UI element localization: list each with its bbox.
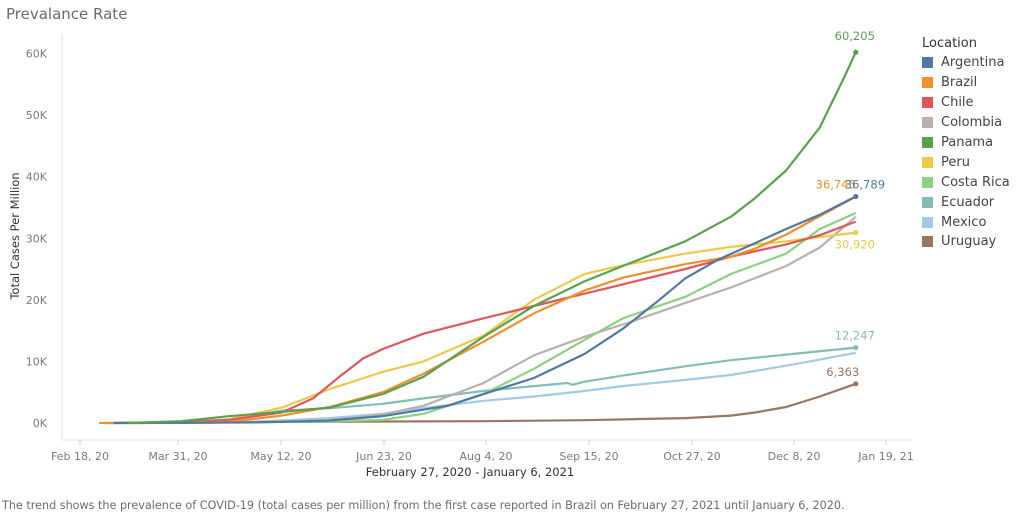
legend-swatch: [922, 156, 933, 168]
end-value-label: 36,745: [816, 178, 856, 192]
series-line-ecuador[interactable]: [106, 346, 856, 425]
legend-label: Costa Rica: [941, 174, 1010, 190]
series-line-panama[interactable]: [127, 51, 857, 425]
legend-label: Peru: [941, 154, 970, 170]
legend-swatch: [922, 236, 933, 248]
y-tick-label: 0K: [33, 417, 48, 430]
legend-swatch: [922, 216, 933, 228]
y-tick-label: 40K: [26, 171, 48, 184]
legend-item-ecuador[interactable]: Ecuador: [922, 192, 1010, 212]
series-line-brazil[interactable]: [99, 195, 857, 425]
end-marker: [853, 344, 859, 351]
x-tick-label: Oct 27, 20: [663, 450, 721, 463]
legend-item-brazil[interactable]: Brazil: [922, 73, 1010, 93]
legend-item-uruguay[interactable]: Uruguay: [922, 232, 1010, 252]
legend-item-panama[interactable]: Panama: [922, 133, 1010, 153]
y-axis-title: Total Cases Per Million: [8, 172, 22, 300]
legend-swatch: [922, 196, 933, 208]
y-tick-label: 50K: [26, 109, 48, 122]
end-value-label: 6,363: [826, 365, 859, 379]
legend-label: Chile: [941, 95, 974, 111]
legend-swatch: [922, 97, 933, 109]
end-marker: [853, 229, 859, 236]
x-tick-label: Aug 4, 20: [460, 450, 513, 463]
end-value-label: 60,205: [835, 29, 875, 43]
x-axis: Feb 18, 20 Mar 31, 20 May 12, 20 Jun 23, 20…: [51, 439, 914, 463]
y-axis: 0K 10K 20K 30K 40K 50K 60K: [26, 34, 63, 440]
x-tick-label: Jan 19, 21: [857, 450, 913, 463]
y-tick-label: 60K: [26, 48, 48, 61]
legend-swatch: [922, 176, 933, 188]
legend-title: Location: [922, 36, 977, 51]
series-line-peru[interactable]: [120, 231, 856, 425]
end-value-label: 12,247: [835, 329, 875, 343]
legend-label: Panama: [941, 135, 994, 150]
legend-label: Uruguay: [941, 234, 997, 250]
legend-item-costa-rica[interactable]: Costa Rica: [922, 172, 1010, 192]
end-value-label: 36,789: [845, 177, 885, 191]
x-axis-title: February 27, 2020 - January 6, 2021: [366, 465, 574, 479]
legend: Location Argentina Brazil Chile Colombia Pan…: [922, 36, 1010, 252]
legend-item-peru[interactable]: Peru: [922, 152, 1010, 172]
end-marker: [853, 193, 859, 200]
legend-label: Mexico: [941, 214, 987, 230]
x-tick-label: Sep 15, 20: [559, 450, 618, 463]
end-value-label: 30,920: [835, 238, 875, 252]
legend-label: Brazil: [941, 75, 978, 91]
legend-item-mexico[interactable]: Mexico: [922, 212, 1010, 232]
legend-label: Argentina: [941, 55, 1005, 71]
y-tick-label: 30K: [26, 232, 48, 245]
chart-caption: The trend shows the prevalence of COVID-…: [2, 499, 845, 512]
legend-item-chile[interactable]: Chile: [922, 93, 1010, 113]
series-layer: [99, 51, 857, 425]
legend-swatch: [922, 57, 933, 69]
legend-items: Argentina Brazil Chile Colombia Panama Peru Co…: [922, 53, 1010, 252]
end-marker: [853, 381, 859, 387]
legend-swatch: [922, 77, 933, 89]
x-tick-label: Dec 8, 20: [768, 450, 821, 463]
x-tick-label: Jun 23, 20: [355, 450, 412, 463]
y-tick-label: 10K: [26, 355, 48, 368]
series-line-argentina[interactable]: [113, 195, 857, 425]
legend-item-argentina[interactable]: Argentina: [922, 53, 1010, 73]
x-tick-label: May 12, 20: [250, 450, 311, 463]
legend-item-colombia[interactable]: Colombia: [922, 113, 1010, 133]
y-tick-label: 20K: [26, 294, 48, 307]
series-line-mexico[interactable]: [103, 351, 857, 425]
legend-swatch: [922, 137, 933, 148]
legend-label: Colombia: [941, 115, 1003, 131]
legend-swatch: [922, 117, 933, 129]
x-tick-label: Mar 31, 20: [148, 450, 207, 463]
chart-title: Prevalance Rate: [6, 5, 128, 23]
legend-label: Ecuador: [941, 194, 995, 210]
end-marker: [853, 49, 859, 55]
x-tick-label: Feb 18, 20: [51, 450, 109, 463]
